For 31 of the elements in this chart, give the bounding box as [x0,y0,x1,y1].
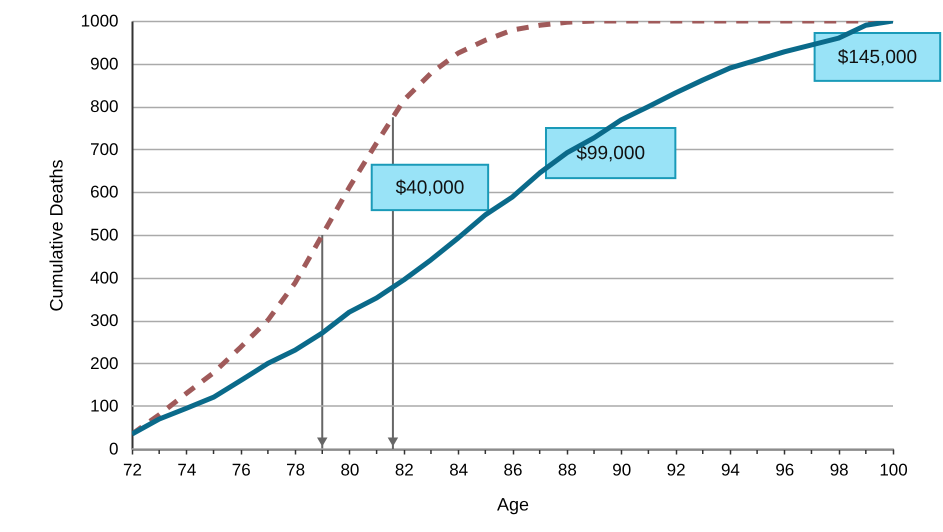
y-tick-label: 500 [90,226,118,244]
y-tick-label: 100 [90,396,118,416]
x-axis-title: Age [496,494,530,514]
annotation: $99,000 [576,143,646,164]
x-tick-label: 100 [879,460,908,480]
x-tick-label: 90 [612,460,632,480]
x-tick-label: 84 [449,460,468,480]
x-tick-label: 74 [177,460,196,480]
y-tick-label: 700 [90,140,118,159]
annotation: $145,000 [838,46,918,68]
x-tick-label: 96 [775,460,794,480]
y-tick-label: 200 [90,354,118,373]
y-tick-label: 800 [90,97,118,116]
x-tick-label: 80 [340,460,360,480]
x-tick-label: 94 [720,460,740,480]
y-tick-label: 1000 [80,12,118,30]
y-tick-label: 600 [90,182,118,202]
x-tick-label: 88 [558,460,577,480]
x-tick-label: 98 [830,460,849,480]
x-tick-label: 82 [394,460,414,480]
annotation: $40,000 [396,177,464,198]
x-tick-label: 78 [286,460,306,480]
x-tick-label: 76 [232,460,251,480]
y-tick-label: 900 [90,54,118,74]
y-axis-title: Cumulative Deaths [46,159,67,312]
y-tick-label: 0 [109,440,118,458]
x-tick-label: 92 [666,460,686,480]
y-tick-label: 400 [90,268,118,288]
x-tick-label: 86 [504,460,522,480]
y-tick-label: 300 [90,311,118,330]
x-tick-label: 72 [123,460,142,480]
